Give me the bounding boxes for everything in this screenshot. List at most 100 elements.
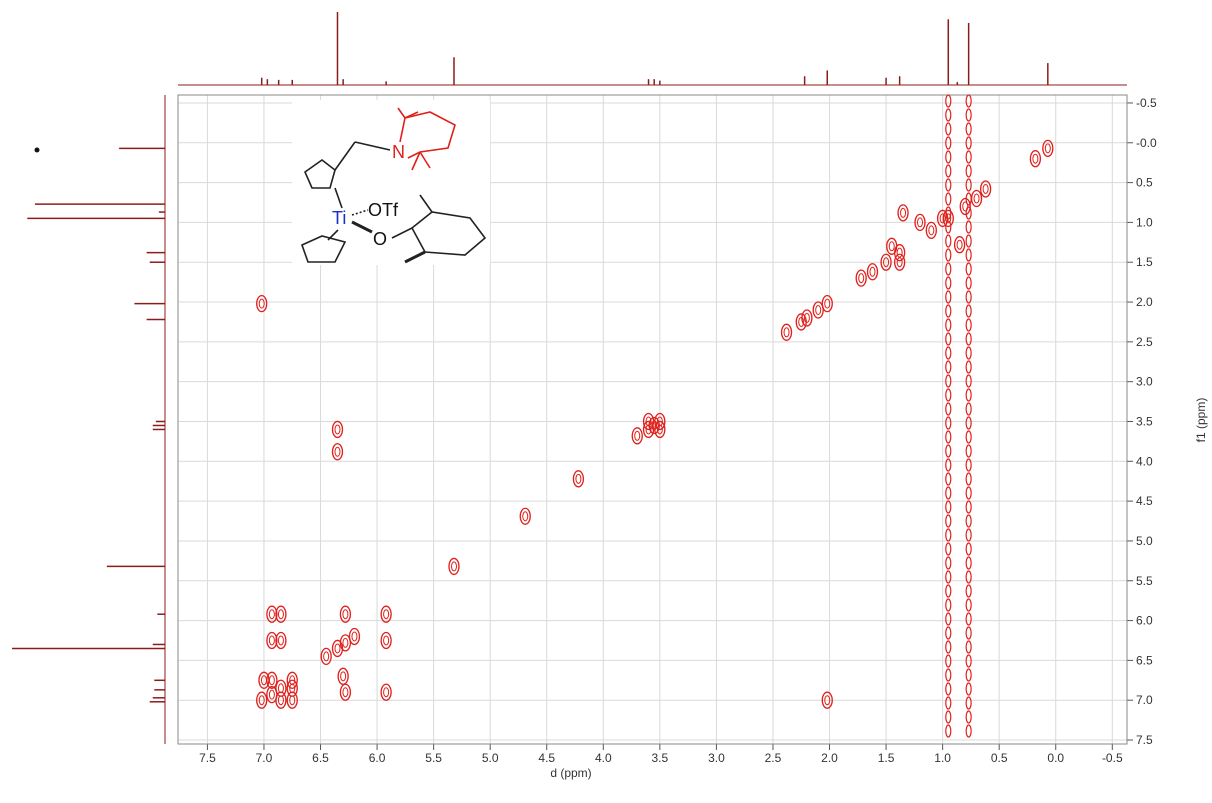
contour-ring [351, 631, 358, 642]
y-tick-label: 6.0 [1136, 614, 1153, 628]
x-tick-label: 1.5 [878, 751, 895, 765]
contour-ring [945, 668, 952, 682]
contour-ring [953, 236, 966, 254]
cross-peak [380, 605, 392, 623]
cross-peak [936, 209, 949, 228]
cross-peak [275, 691, 287, 709]
cp-ring-upper [304, 159, 336, 189]
contour-ring [945, 150, 952, 164]
x-tick-label: 0.0 [1047, 751, 1064, 765]
cross-peak [880, 253, 892, 271]
contour-ring [645, 424, 652, 435]
contour-ring [803, 312, 810, 323]
x-tick-label: 0.5 [991, 751, 1008, 765]
contour-ring [965, 514, 972, 528]
contour-ring [965, 402, 972, 416]
bonds [301, 141, 487, 264]
contour-ring [866, 263, 879, 281]
contour-ring [656, 416, 663, 427]
cross-peak [331, 420, 344, 439]
contour-ring [275, 691, 287, 709]
contour-ring [945, 654, 952, 668]
contour-ring [340, 671, 347, 682]
contour-ring [342, 609, 349, 620]
contour-ring [965, 234, 972, 248]
contour-ring [337, 667, 349, 685]
contour-ring [965, 290, 972, 304]
contour-ring [821, 294, 833, 313]
contour-ring [896, 247, 903, 258]
contour-ring [275, 631, 287, 650]
contour-ring [965, 486, 972, 500]
contour-ring [945, 584, 952, 598]
contour-ring [798, 316, 805, 327]
y-tick-label: 5.5 [1136, 574, 1153, 588]
contour-ring [268, 609, 275, 620]
contour-ring [965, 668, 972, 682]
contour-ring [268, 689, 275, 700]
contour-ring [824, 298, 831, 309]
contour-ring [962, 201, 969, 212]
contour-ring [965, 710, 972, 724]
bond [334, 187, 343, 209]
contour-ring [268, 675, 275, 686]
cross-peak [266, 631, 278, 650]
x-tick-label: 6.0 [369, 751, 386, 765]
contour-ring [331, 443, 344, 461]
contour-ring [945, 542, 952, 556]
contour-ring [945, 472, 952, 486]
contour-ring [275, 679, 287, 697]
cp-ring-lower [301, 235, 347, 263]
contour-ring [965, 262, 972, 276]
contour-ring [812, 301, 824, 319]
contour-ring [917, 217, 924, 228]
contour-ring [939, 213, 946, 224]
cross-peak [1029, 150, 1042, 168]
contour-ring [286, 679, 298, 697]
contour-ring [965, 430, 972, 444]
contour-ring [965, 458, 972, 472]
noise-ridge [945, 94, 952, 738]
contour-ring [342, 687, 349, 698]
contour-ring [965, 612, 972, 626]
contour-ring [1042, 139, 1054, 158]
artifact-dot [34, 147, 40, 153]
x-tick-label: -0.5 [1102, 751, 1123, 765]
contour-ring [914, 213, 926, 232]
y-tick-label: 4.0 [1136, 454, 1153, 468]
contour-ring [945, 682, 952, 696]
contour-ring [945, 108, 952, 122]
cross-peak [654, 420, 666, 439]
contour-ring [448, 557, 460, 576]
x-tick-label: 4.5 [538, 751, 555, 765]
contour-ring [945, 626, 952, 640]
contour-ring [383, 635, 390, 646]
contour-ring [945, 612, 952, 626]
contour-ring [965, 94, 972, 108]
contour-ring [959, 197, 971, 216]
x-tick-label: 7.5 [199, 751, 216, 765]
contour-ring [936, 209, 949, 228]
contour-ring [945, 248, 952, 262]
cross-peak [331, 443, 344, 461]
cross-peak [572, 470, 585, 488]
contour-ring [945, 136, 952, 150]
contour-ring [965, 416, 972, 430]
contour-ring [965, 248, 972, 262]
cross-peak [339, 634, 352, 652]
contour-ring [654, 420, 666, 439]
contour-ring [965, 598, 972, 612]
contour-ring [945, 416, 952, 430]
contour-ring [973, 193, 980, 204]
contour-ring [965, 472, 972, 486]
contour-ring [256, 294, 268, 313]
contour-ring [982, 183, 989, 194]
cross-peak [448, 557, 460, 576]
x-tick-label: 3.5 [652, 751, 669, 765]
contour-ring [945, 262, 952, 276]
contour-ring [965, 640, 972, 654]
x-tick-label: 3.0 [708, 751, 725, 765]
contour-ring [780, 323, 793, 341]
contour-ring [277, 609, 284, 620]
contour-ring [965, 276, 972, 290]
